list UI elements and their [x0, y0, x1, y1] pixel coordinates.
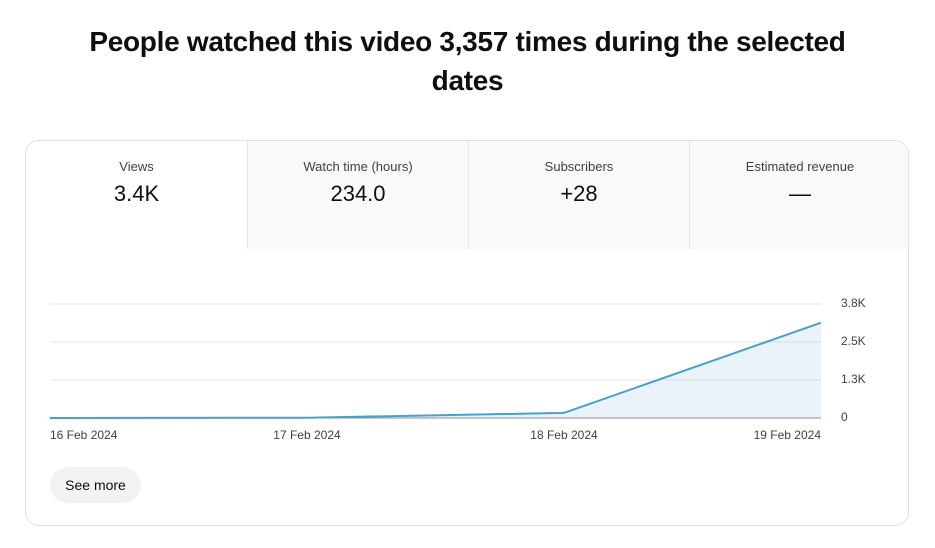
y-tick-label: 3.8K — [841, 296, 866, 310]
y-tick-label: 0 — [841, 410, 848, 424]
analytics-card: Views 3.4K Watch time (hours) 234.0 Subs… — [25, 140, 909, 526]
x-tick-label: 19 Feb 2024 — [754, 428, 822, 442]
tab-value: 3.4K — [113, 181, 160, 206]
page-title: People watched this video 3,357 times du… — [89, 26, 846, 96]
x-tick-label: 16 Feb 2024 — [50, 428, 118, 442]
tab-label: Subscribers — [544, 159, 614, 174]
tab-value: +28 — [560, 181, 598, 206]
tab[interactable]: Estimated revenue — — [689, 141, 908, 249]
tab-value: 234.0 — [330, 181, 386, 206]
tab-label: Estimated revenue — [745, 159, 855, 174]
tab-value: — — [789, 181, 811, 206]
see-more-button[interactable]: See more — [50, 467, 141, 503]
tab-label: Watch time (hours) — [303, 159, 413, 174]
tab-label: Views — [119, 159, 154, 174]
x-tick-label: 18 Feb 2024 — [530, 428, 598, 442]
area-fill — [50, 322, 821, 418]
tab[interactable]: Views 3.4K — [26, 141, 247, 249]
y-tick-label: 1.3K — [841, 372, 866, 386]
line — [49, 321, 822, 419]
tab[interactable]: Subscribers +28 — [468, 141, 689, 249]
y-tick-label: 2.5K — [841, 334, 866, 348]
x-tick-label: 17 Feb 2024 — [273, 428, 341, 442]
tab[interactable]: Watch time (hours) 234.0 — [247, 141, 468, 249]
